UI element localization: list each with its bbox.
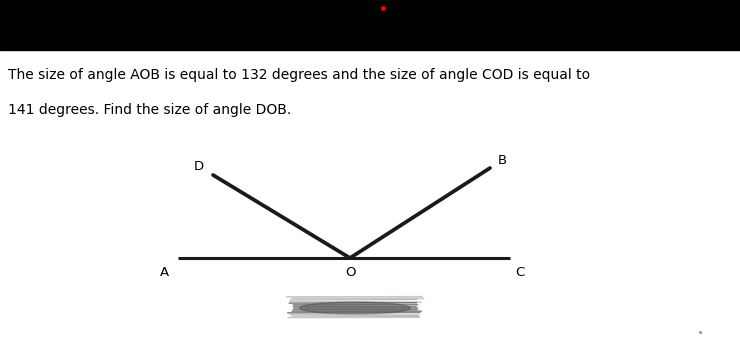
- Text: A: A: [159, 266, 169, 279]
- Text: B: B: [497, 153, 507, 166]
- Bar: [0, 0, 740, 50]
- Text: 141 degrees. Find the size of angle DOB.: 141 degrees. Find the size of angle DOB.: [8, 103, 292, 117]
- Text: D: D: [194, 161, 204, 173]
- Text: O: O: [345, 266, 355, 279]
- Ellipse shape: [300, 302, 410, 314]
- Text: The size of angle AOB is equal to 132 degrees and the size of angle COD is equal: The size of angle AOB is equal to 132 de…: [8, 68, 590, 82]
- Text: C: C: [515, 266, 525, 279]
